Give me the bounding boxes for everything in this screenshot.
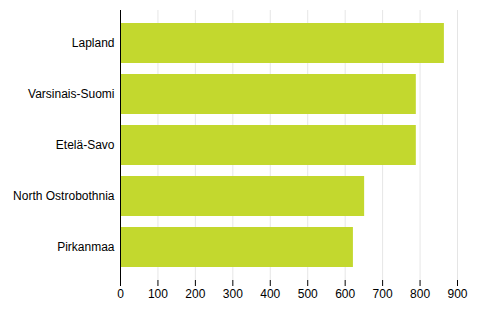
svg-text:300: 300 (223, 287, 243, 301)
svg-text:700: 700 (373, 287, 393, 301)
svg-text:Pirkanmaa: Pirkanmaa (57, 240, 115, 254)
svg-text:200: 200 (185, 287, 205, 301)
svg-text:400: 400 (260, 287, 280, 301)
svg-text:Etelä-Savo: Etelä-Savo (56, 138, 115, 152)
svg-text:Varsinais-Suomi: Varsinais-Suomi (28, 87, 114, 101)
svg-text:500: 500 (298, 287, 318, 301)
svg-text:North Ostrobothnia: North Ostrobothnia (13, 189, 115, 203)
svg-text:100: 100 (148, 287, 168, 301)
svg-text:900: 900 (447, 287, 467, 301)
svg-text:600: 600 (335, 287, 355, 301)
svg-text:0: 0 (117, 287, 124, 301)
svg-text:Lapland: Lapland (72, 36, 115, 50)
svg-text:800: 800 (410, 287, 430, 301)
